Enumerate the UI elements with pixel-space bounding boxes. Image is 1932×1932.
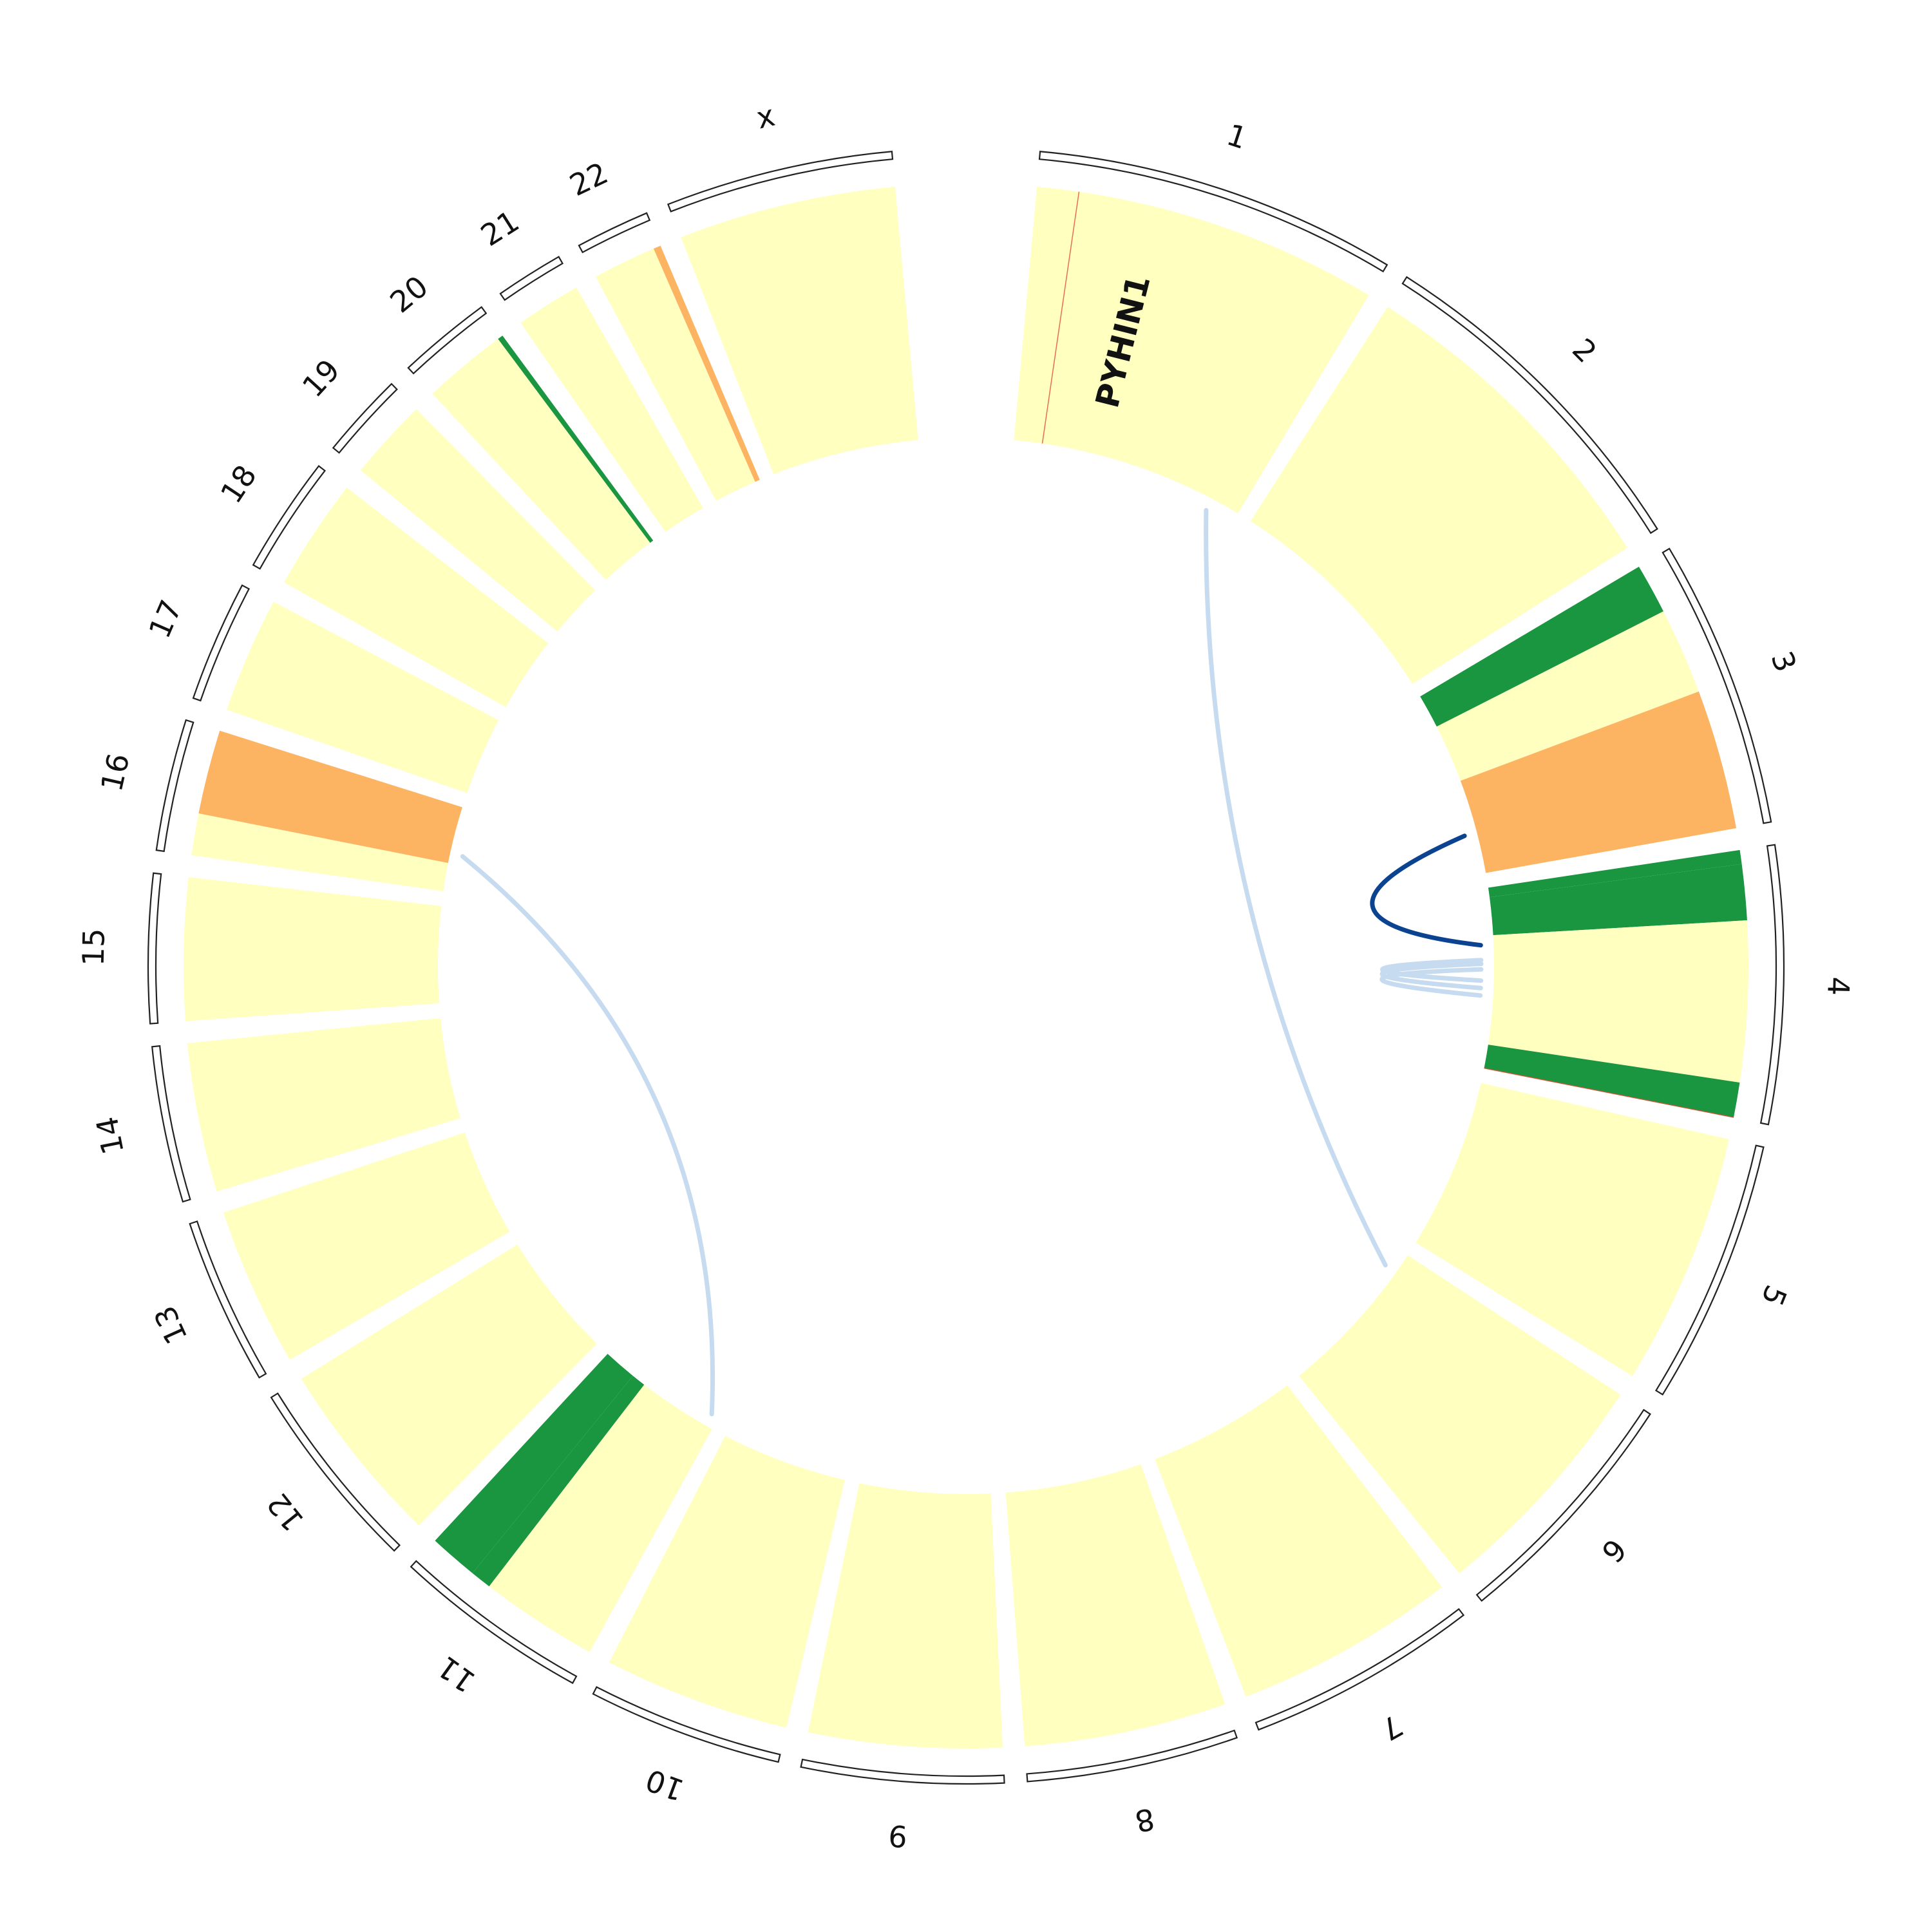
ideogram-chr-21 <box>499 256 564 301</box>
copy-number-track <box>183 187 1749 1748</box>
ideogram-chr-11 <box>410 1560 578 1684</box>
cnv-segment-loss <box>1484 1045 1740 1118</box>
chromosome-label: 6 <box>1595 1532 1633 1569</box>
link-primary <box>1370 833 1483 948</box>
ideogram-chr-10 <box>592 1686 781 1763</box>
chromosome-label: 5 <box>1754 1280 1794 1311</box>
cnv-segment-gain <box>198 730 462 864</box>
chromosome-label: 1 <box>1222 117 1251 156</box>
ideogram-chr-4 <box>1759 844 1785 1126</box>
cnv-segment-loss <box>472 1376 645 1587</box>
ideogram-chr-5 <box>1654 1144 1765 1396</box>
ideogram-chr-19 <box>332 383 398 454</box>
chromosome-label: 9 <box>887 1818 908 1854</box>
chromosome-label: 16 <box>94 750 137 795</box>
ideogram-chr-2 <box>1401 276 1658 535</box>
cnv-segment-neutral <box>1005 1464 1226 1747</box>
cnv-segment-neutral <box>489 1385 712 1653</box>
cnv-segment-gain <box>1460 691 1736 873</box>
cnv-segment-neutral <box>1299 1255 1621 1574</box>
ideogram-chr-9 <box>800 1758 1005 1785</box>
link-secondary <box>1380 958 1484 983</box>
chromosome-label: 7 <box>1375 1708 1408 1747</box>
cnv-segment-loss <box>435 1354 633 1573</box>
chromosome-label: 3 <box>1764 647 1803 676</box>
cnv-segment-neutral <box>1014 187 1369 514</box>
link-secondary <box>460 854 715 1417</box>
chromosome-label: 2 <box>1566 332 1604 370</box>
link-secondary <box>1379 967 1484 998</box>
ideogram-chr-12 <box>270 1392 401 1552</box>
ideogram-chr-14 <box>151 1045 191 1203</box>
ideogram-chr-8 <box>1026 1729 1238 1783</box>
cnv-segment-neutral <box>520 287 703 532</box>
cnv-segment-neutral <box>1250 307 1627 684</box>
gene-marker-line <box>1484 1067 1734 1118</box>
ideogram-chr-x <box>667 151 894 213</box>
chromosome-label: 4 <box>1821 976 1856 996</box>
ideogram-chr-1 <box>1038 151 1388 273</box>
ideogram-ring <box>147 151 1785 1785</box>
chromosome-label: 8 <box>1132 1801 1158 1839</box>
link-secondary <box>1379 961 1484 990</box>
chromosome-label: 17 <box>142 595 189 643</box>
cnv-segment-neutral <box>681 187 918 475</box>
chromosome-label: 13 <box>147 1301 194 1350</box>
chromosome-label: 20 <box>383 269 435 319</box>
cnv-segment-neutral <box>223 1132 510 1360</box>
cnv-segment-neutral <box>360 409 596 632</box>
cnv-segment-neutral <box>1488 920 1749 1083</box>
cnv-segment-neutral <box>1436 611 1699 781</box>
link-secondary <box>1204 507 1388 1268</box>
cnv-segment-neutral <box>284 488 549 707</box>
cnv-segment-neutral <box>1155 1385 1443 1697</box>
ideogram-chr-17 <box>192 584 251 702</box>
chromosome-label: 10 <box>641 1762 688 1808</box>
ideogram-chr-3 <box>1662 547 1772 824</box>
chromosome-label: 19 <box>296 352 346 404</box>
cnv-segment-neutral <box>609 1435 845 1728</box>
gene-marker-lines <box>1041 191 1734 1118</box>
ideogram-chr-22 <box>578 212 651 254</box>
cnv-segment-neutral <box>183 877 442 1021</box>
ideogram-chr-18 <box>252 465 327 570</box>
cnv-segment-neutral <box>432 339 650 580</box>
cnv-segment-neutral <box>1416 1083 1729 1376</box>
cnv-segment-loss <box>1420 566 1663 727</box>
chromosome-label: 21 <box>475 204 525 253</box>
cnv-segment-gain <box>653 245 760 482</box>
ideogram-chr-16 <box>155 719 194 853</box>
cnv-segment-neutral <box>191 813 448 891</box>
ideogram-chr-6 <box>1475 1408 1651 1602</box>
chromosome-label: 15 <box>76 928 111 967</box>
chromosome-label: 18 <box>214 459 263 509</box>
gene-marker-line <box>1041 191 1080 444</box>
chromosome-label: 22 <box>564 155 613 203</box>
cnv-segment-neutral <box>808 1483 1003 1748</box>
cnv-segment-loss <box>1488 849 1742 898</box>
ideogram-chr-13 <box>189 1220 267 1379</box>
chromosome-label: x <box>753 98 778 136</box>
cnv-segment-neutral <box>595 249 755 501</box>
link-track <box>460 507 1484 1417</box>
cnv-segment-neutral <box>301 1244 597 1526</box>
ideogram-chr-20 <box>407 306 488 375</box>
cnv-segment-neutral <box>187 1018 460 1192</box>
chromosome-label: 11 <box>431 1649 482 1700</box>
ideogram-chr-7 <box>1255 1607 1465 1731</box>
chromosome-label: 12 <box>260 1486 311 1537</box>
chromosome-label: 14 <box>90 1113 131 1157</box>
ideogram-chr-15 <box>147 872 162 1025</box>
cnv-segment-neutral <box>227 601 499 793</box>
cnv-segment-loss <box>498 336 654 543</box>
cnv-segment-loss <box>1490 864 1747 936</box>
